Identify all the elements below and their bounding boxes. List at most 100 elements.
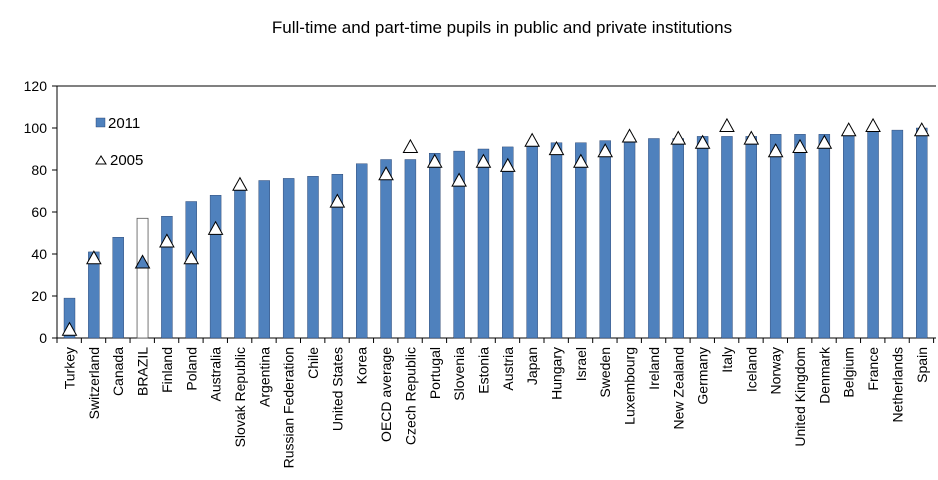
x-tick-label: Belgium — [841, 347, 857, 398]
x-tick-label: Israel — [573, 347, 589, 381]
bar-belgium — [843, 131, 855, 339]
label-layer: Turkey Switzerland Canada BRAZIL Finland Pola… — [62, 346, 930, 468]
bar-luxembourg — [623, 138, 636, 339]
x-tick-label: Iceland — [743, 347, 759, 392]
bar-netherlands — [891, 129, 904, 339]
legend-swatch-2005 — [95, 155, 107, 165]
x-tick-label: OECD average — [378, 347, 394, 442]
x-tick-label: Norway — [768, 347, 784, 394]
chart-title: Full-time and part-time pupils in public… — [271, 18, 733, 37]
legend-label-2005: 2005 — [110, 152, 143, 169]
bar-brazil — [136, 217, 149, 339]
marker-australia — [207, 220, 224, 235]
marker-czech-republic — [402, 138, 419, 153]
bar-layer — [63, 127, 928, 339]
bar-oecd-average — [380, 159, 392, 339]
bar-canada — [112, 236, 124, 339]
bar-israel — [575, 142, 587, 339]
marker-hungary — [548, 140, 565, 156]
marker-france — [865, 117, 881, 132]
x-tick-label: Russian Federation — [281, 347, 297, 468]
marker-germany — [694, 134, 711, 149]
marker-finland — [159, 233, 175, 248]
marker-slovenia — [451, 172, 467, 187]
marker-turkey — [61, 321, 78, 336]
marker-oecd-average — [378, 166, 394, 181]
legend: 2011 2005 — [95, 115, 143, 169]
x-tick-label: Netherlands — [889, 347, 905, 423]
x-tick-label: France — [865, 347, 881, 391]
x-tick-label: Luxembourg — [622, 347, 638, 425]
x-tick-label: Estonia — [475, 347, 491, 394]
x-tick-label: Ireland — [646, 347, 662, 390]
x-tick-label: Sweden — [597, 347, 613, 398]
marker-slovak-republic — [232, 176, 248, 191]
bar-czech-republic — [404, 159, 417, 339]
bar-norway — [769, 134, 782, 339]
x-tick-label: BRAZIL — [135, 347, 151, 396]
x-tick-label: Slovak Republic — [232, 347, 248, 447]
bar-estonia — [477, 148, 490, 339]
bar-new-zealand — [672, 138, 684, 339]
x-tick-label: Portugal — [427, 347, 443, 399]
marker-iceland — [743, 130, 760, 145]
y-tick-label: 0 — [39, 330, 47, 346]
x-tick-label: Turkey — [62, 347, 78, 389]
marker-italy — [719, 117, 735, 132]
bar-united-kingdom — [794, 134, 806, 339]
x-tick-label: United States — [329, 347, 345, 431]
marker-brazil — [134, 254, 151, 269]
marker-united-states — [329, 193, 346, 208]
legend-swatch-2011 — [95, 117, 106, 128]
bar-spain — [916, 127, 928, 339]
x-tick-label: United Kingdom — [792, 347, 808, 447]
x-tick-label: Chile — [305, 347, 321, 379]
x-tick-label: Spain — [914, 347, 930, 383]
bar-argentina — [258, 180, 270, 339]
bar-sweden — [599, 140, 611, 339]
x-tick-label: Austria — [500, 347, 516, 391]
marker-israel — [573, 153, 589, 168]
marker-layer — [61, 117, 930, 336]
x-tick-label: Australia — [208, 347, 224, 402]
bar-italy — [721, 136, 733, 339]
bar-france — [867, 129, 879, 339]
x-tick-label: Poland — [183, 347, 199, 391]
x-tick-label: Slovenia — [451, 347, 467, 401]
y-tick-label: 40 — [31, 246, 47, 262]
bar-slovenia — [453, 150, 465, 339]
marker-poland — [183, 250, 200, 265]
x-tick-label: Denmark — [816, 346, 832, 404]
marker-norway — [767, 143, 784, 158]
marker-new-zealand — [670, 130, 687, 145]
bar-finland — [161, 215, 173, 339]
marker-denmark — [816, 134, 833, 149]
bar-turkey — [63, 297, 76, 339]
x-tick-label: Switzerland — [86, 347, 102, 419]
marker-spain — [913, 122, 930, 137]
bar-russian-federation — [282, 178, 295, 339]
x-tick-label: Argentina — [256, 347, 272, 407]
bar-germany — [696, 136, 709, 339]
bar-denmark — [818, 134, 831, 339]
y-tick-label: 20 — [31, 288, 47, 304]
marker-portugal — [426, 153, 443, 168]
marker-united-kingdom — [792, 138, 808, 153]
axis-layer: 0 20 40 60 80 100 120 — [24, 78, 936, 346]
bar-australia — [209, 194, 222, 339]
bar-slovak-republic — [234, 186, 246, 339]
bar-ireland — [648, 138, 660, 339]
marker-sweden — [597, 143, 614, 158]
marker-japan — [524, 132, 540, 147]
y-tick-label: 60 — [31, 204, 47, 220]
bar-poland — [185, 201, 197, 339]
x-tick-label: New Zealand — [670, 347, 686, 430]
x-tick-label: Canada — [110, 347, 126, 396]
bar-chile — [307, 176, 319, 339]
y-tick-label: 80 — [31, 162, 47, 178]
x-tick-label: Japan — [524, 347, 540, 385]
x-tick-label: Italy — [719, 347, 735, 373]
marker-belgium — [840, 122, 857, 137]
x-tick-label: Finland — [159, 347, 175, 393]
